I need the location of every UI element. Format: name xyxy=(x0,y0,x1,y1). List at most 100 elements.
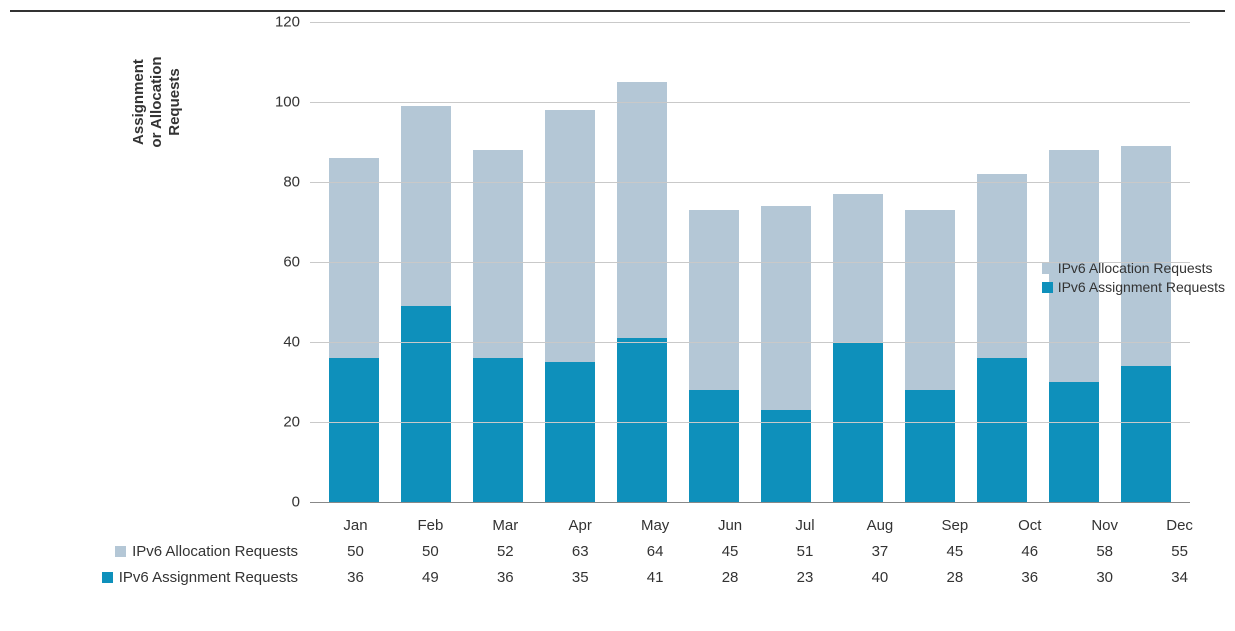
assignment-cell: 36 xyxy=(992,569,1067,586)
legend-item-assignment: IPv6 Assignment Requests xyxy=(1042,279,1225,295)
bar xyxy=(761,206,811,502)
allocation-cell: 50 xyxy=(393,543,468,560)
allocation-cell: 58 xyxy=(1067,543,1142,560)
month-cell: Aug xyxy=(842,517,917,534)
legend-item-allocation: IPv6 Allocation Requests xyxy=(1042,260,1225,276)
y-tick-label: 120 xyxy=(275,14,300,31)
bar-segment-assignment xyxy=(905,390,955,502)
bar-segment-assignment xyxy=(617,338,667,502)
month-cell: Apr xyxy=(543,517,618,534)
bar-segment-allocation xyxy=(761,206,811,410)
allocation-cell: 52 xyxy=(468,543,543,560)
bar xyxy=(689,210,739,502)
bar-segment-assignment xyxy=(329,358,379,502)
gridline xyxy=(310,182,1190,183)
gridline xyxy=(310,22,1190,23)
bar xyxy=(473,150,523,502)
bar-segment-allocation xyxy=(617,82,667,338)
legend-label-allocation: IPv6 Allocation Requests xyxy=(1058,260,1213,276)
bar xyxy=(833,194,883,502)
y-axis-title: Assignment or Allocation Requests xyxy=(130,2,184,202)
bar xyxy=(329,158,379,502)
month-cell: Oct xyxy=(992,517,1067,534)
bar-segment-assignment xyxy=(1121,366,1171,502)
assignment-cell: 36 xyxy=(468,569,543,586)
month-cell: Mar xyxy=(468,517,543,534)
bar xyxy=(1121,146,1171,502)
allocation-cells: 505052636445513745465855 xyxy=(310,543,1225,560)
allocation-row: IPv6 Allocation Requests 505052636445513… xyxy=(10,538,1225,564)
month-cell: Nov xyxy=(1067,517,1142,534)
month-cell: Dec xyxy=(1142,517,1217,534)
y-axis-title-l2: or Allocation xyxy=(148,56,165,147)
assignment-cell: 35 xyxy=(543,569,618,586)
month-cell: Feb xyxy=(393,517,468,534)
y-tick-label: 0 xyxy=(292,494,300,511)
assignment-cell: 23 xyxy=(768,569,843,586)
allocation-cell: 45 xyxy=(917,543,992,560)
allocation-cell: 37 xyxy=(842,543,917,560)
gridline xyxy=(310,502,1190,503)
bar-segment-assignment xyxy=(545,362,595,502)
y-axis-title-l1: Assignment xyxy=(130,59,147,145)
bar-segment-assignment xyxy=(977,358,1027,502)
assignment-row-label-text: IPv6 Assignment Requests xyxy=(119,569,298,586)
gridline xyxy=(310,422,1190,423)
bar xyxy=(1049,150,1099,502)
bar-segment-assignment xyxy=(1049,382,1099,502)
bar-segment-assignment xyxy=(689,390,739,502)
bar-segment-assignment xyxy=(401,306,451,502)
month-cell: Jun xyxy=(693,517,768,534)
y-tick-label: 20 xyxy=(283,414,300,431)
chart-container: Assignment or Allocation Requests 020406… xyxy=(10,10,1225,621)
bar xyxy=(545,110,595,502)
legend-swatch-assignment-icon xyxy=(102,572,113,583)
assignment-row: IPv6 Assignment Requests 364936354128234… xyxy=(10,564,1225,590)
bar-segment-allocation xyxy=(833,194,883,342)
legend-swatch-allocation-icon xyxy=(115,546,126,557)
assignment-cells: 364936354128234028363034 xyxy=(310,569,1225,586)
assignment-cell: 41 xyxy=(618,569,693,586)
assignment-cell: 40 xyxy=(842,569,917,586)
bar-segment-allocation xyxy=(545,110,595,362)
assignment-cell: 34 xyxy=(1142,569,1217,586)
bar-segment-allocation xyxy=(1121,146,1171,366)
month-cell: Jan xyxy=(318,517,393,534)
data-table: JanFebMarAprMayJunJulAugSepOctNovDec IPv… xyxy=(10,512,1225,590)
assignment-cell: 49 xyxy=(393,569,468,586)
gridline xyxy=(310,342,1190,343)
bar xyxy=(977,174,1027,502)
legend-label-assignment: IPv6 Assignment Requests xyxy=(1058,279,1225,295)
legend-swatch-allocation xyxy=(1042,263,1053,274)
allocation-cell: 45 xyxy=(693,543,768,560)
allocation-cell: 55 xyxy=(1142,543,1217,560)
allocation-cell: 64 xyxy=(618,543,693,560)
month-cell: Sep xyxy=(917,517,992,534)
assignment-cell: 28 xyxy=(693,569,768,586)
assignment-row-label: IPv6 Assignment Requests xyxy=(10,569,310,586)
gridline xyxy=(310,102,1190,103)
allocation-row-label-text: IPv6 Allocation Requests xyxy=(132,543,298,560)
assignment-cell: 30 xyxy=(1067,569,1142,586)
allocation-cell: 51 xyxy=(768,543,843,560)
month-cell: Jul xyxy=(768,517,843,534)
bar-segment-assignment xyxy=(473,358,523,502)
legend: IPv6 Allocation Requests IPv6 Assignment… xyxy=(1042,257,1225,298)
y-tick-label: 40 xyxy=(283,334,300,351)
y-tick-label: 80 xyxy=(283,174,300,191)
bar-segment-allocation xyxy=(401,106,451,306)
bar-segment-assignment xyxy=(761,410,811,502)
allocation-cell: 50 xyxy=(318,543,393,560)
assignment-cell: 36 xyxy=(318,569,393,586)
bar xyxy=(905,210,955,502)
month-cells: JanFebMarAprMayJunJulAugSepOctNovDec xyxy=(310,517,1225,534)
bar xyxy=(401,106,451,502)
allocation-cell: 46 xyxy=(992,543,1067,560)
bar-segment-allocation xyxy=(689,210,739,390)
y-tick-label: 100 xyxy=(275,94,300,111)
assignment-cell: 28 xyxy=(917,569,992,586)
month-cell: May xyxy=(618,517,693,534)
allocation-cell: 63 xyxy=(543,543,618,560)
bar-segment-allocation xyxy=(977,174,1027,358)
bar xyxy=(617,82,667,502)
